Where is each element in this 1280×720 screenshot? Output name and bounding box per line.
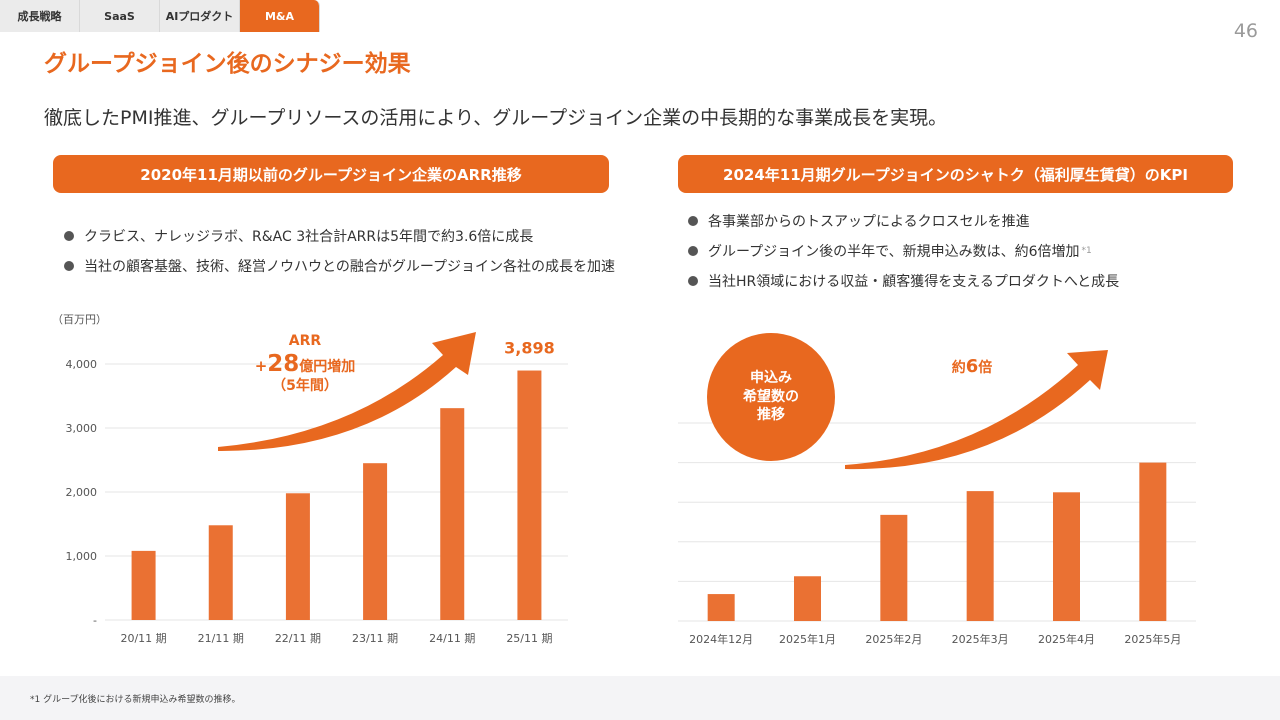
bar: [966, 491, 994, 621]
x-tick-label: 2025年5月: [1124, 632, 1181, 646]
bar: [880, 514, 908, 621]
growth-annotation-number: 6: [966, 356, 979, 377]
tab-ai-product[interactable]: AIプロダクト: [160, 0, 240, 32]
bullet-icon: [688, 246, 698, 256]
y-tick-label: 4,000: [66, 358, 98, 371]
growth-arrow-icon: [218, 332, 476, 452]
x-axis-ticks: 2024年12月 2025年1月 2025年2月 2025年3月 2025年4月 2025…: [689, 632, 1181, 646]
bullet-text: クラビス、ナレッジラボ、R&AC 3社合計ARRは5年間で約3.6倍に成長: [84, 229, 534, 245]
bullet-text: 当社の顧客基盤、技術、経営ノウハウとの融合がグループジョイン各社の成長を加速: [84, 259, 616, 275]
arr-annotation-plus: +: [255, 357, 268, 375]
arr-annotation-unit: 億円増加: [299, 358, 355, 375]
tab-ma[interactable]: M&A: [240, 0, 320, 32]
y-tick-label: 1,000: [66, 550, 98, 563]
growth-arrow-icon: [845, 350, 1108, 470]
bar: [285, 493, 310, 620]
bar: [1139, 462, 1167, 621]
list-item: クラビス、ナレッジラボ、R&AC 3社合計ARRは5年間で約3.6倍に成長: [64, 226, 615, 246]
bullet-icon: [688, 276, 698, 286]
gridlines: [105, 363, 568, 621]
bars: [131, 370, 542, 620]
list-item: グループジョイン後の半年で、新規申込み数は、約6倍増加 *1: [688, 241, 1119, 261]
footnote: *1 グループ化後における新規申込み希望数の推移。: [30, 695, 241, 705]
arr-annotation-value: +28億円増加: [255, 351, 356, 377]
badge-line-2: 希望数の: [743, 388, 799, 405]
y-tick-label: 3,000: [66, 422, 98, 435]
footnote-marker: *1: [1081, 246, 1092, 256]
bullet-text: 各事業部からのトスアップによるクロスセルを推進: [708, 214, 1030, 230]
bar: [1053, 492, 1080, 621]
data-label-last: 3,898: [504, 339, 555, 358]
y-tick-label: -: [93, 614, 97, 627]
bar: [208, 525, 233, 620]
growth-annotation-prefix: 約: [952, 359, 966, 376]
y-tick-label: 2,000: [66, 486, 98, 499]
x-tick-label: 2024年12月: [689, 632, 753, 646]
left-section-header: 2020年11月期以前のグループジョイン企業のARR推移: [53, 155, 609, 193]
y-axis-ticks: - 1,000 2,000 3,000 4,000: [66, 358, 98, 627]
y-axis-unit-label: （百万円）: [52, 313, 107, 326]
arr-annotation-number: 28: [267, 351, 299, 377]
x-tick-label: 24/11 期: [429, 632, 475, 645]
bar: [363, 463, 388, 620]
tab-growth-strategy[interactable]: 成長戦略: [0, 0, 80, 32]
x-tick-label: 2025年4月: [1038, 632, 1095, 646]
list-item: 各事業部からのトスアップによるクロスセルを推進: [688, 211, 1119, 231]
footer: *1 グループ化後における新規申込み希望数の推移。: [0, 676, 1280, 720]
bar: [707, 594, 735, 621]
right-section-header: 2024年11月期グループジョインのシャトク（福利厚生賃貸）のKPI: [678, 155, 1233, 193]
x-tick-label: 22/11 期: [275, 632, 321, 645]
arr-annotation-title: ARR: [289, 333, 322, 349]
x-tick-label: 21/11 期: [198, 632, 244, 645]
bar: [517, 370, 542, 620]
list-item: 当社の顧客基盤、技術、経営ノウハウとの融合がグループジョイン各社の成長を加速: [64, 256, 615, 276]
x-axis-ticks: 20/11 期 21/11 期 22/11 期 23/11 期 24/11 期 25/11…: [120, 632, 552, 645]
bullet-icon: [64, 231, 74, 241]
page-subtitle: 徹底したPMI推進、グループリソースの活用により、グループジョイン企業の中長期的…: [44, 107, 948, 129]
x-tick-label: 23/11 期: [352, 632, 398, 645]
x-tick-label: 2025年1月: [779, 632, 836, 646]
bars: [707, 462, 1167, 621]
bullet-text: 当社HR領域における収益・顧客獲得を支えるプロダクトへと成長: [708, 274, 1120, 290]
arr-annotation-period: （5年間）: [272, 377, 338, 394]
list-item: 当社HR領域における収益・顧客獲得を支えるプロダクトへと成長: [688, 271, 1119, 291]
x-tick-label: 25/11 期: [506, 632, 552, 645]
left-bullet-list: クラビス、ナレッジラボ、R&AC 3社合計ARRは5年間で約3.6倍に成長 当社…: [64, 226, 615, 286]
x-tick-label: 20/11 期: [120, 632, 166, 645]
applications-trend-badge: 申込み 希望数の 推移: [707, 333, 835, 461]
page-number: 46: [1233, 20, 1258, 42]
badge-line-1: 申込み: [750, 369, 792, 386]
arr-bar-chart: （百万円） - 1,000 2,000 3,000 4,000 20/11 期 21/11…: [52, 313, 568, 645]
badge-line-3: 推移: [757, 407, 785, 424]
bar: [131, 550, 156, 620]
x-tick-label: 2025年2月: [865, 632, 922, 646]
bullet-icon: [64, 261, 74, 271]
bar: [440, 408, 465, 620]
section-tabs: 成長戦略 SaaS AIプロダクト M&A: [0, 0, 320, 32]
right-bullet-list: 各事業部からのトスアップによるクロスセルを推進 グループジョイン後の半年で、新規…: [688, 211, 1119, 301]
growth-annotation: 約6倍: [952, 356, 993, 377]
x-tick-label: 2025年3月: [952, 632, 1009, 646]
growth-annotation-suffix: 倍: [978, 359, 992, 376]
bullet-text: グループジョイン後の半年で、新規申込み数は、約6倍増加: [708, 244, 1080, 260]
bullet-icon: [688, 216, 698, 226]
bar: [794, 576, 821, 621]
page-title: グループジョイン後のシナジー効果: [44, 51, 411, 77]
applications-bar-chart: 2024年12月 2025年1月 2025年2月 2025年3月 2025年4月 2025…: [678, 350, 1196, 646]
tab-saas[interactable]: SaaS: [80, 0, 160, 32]
